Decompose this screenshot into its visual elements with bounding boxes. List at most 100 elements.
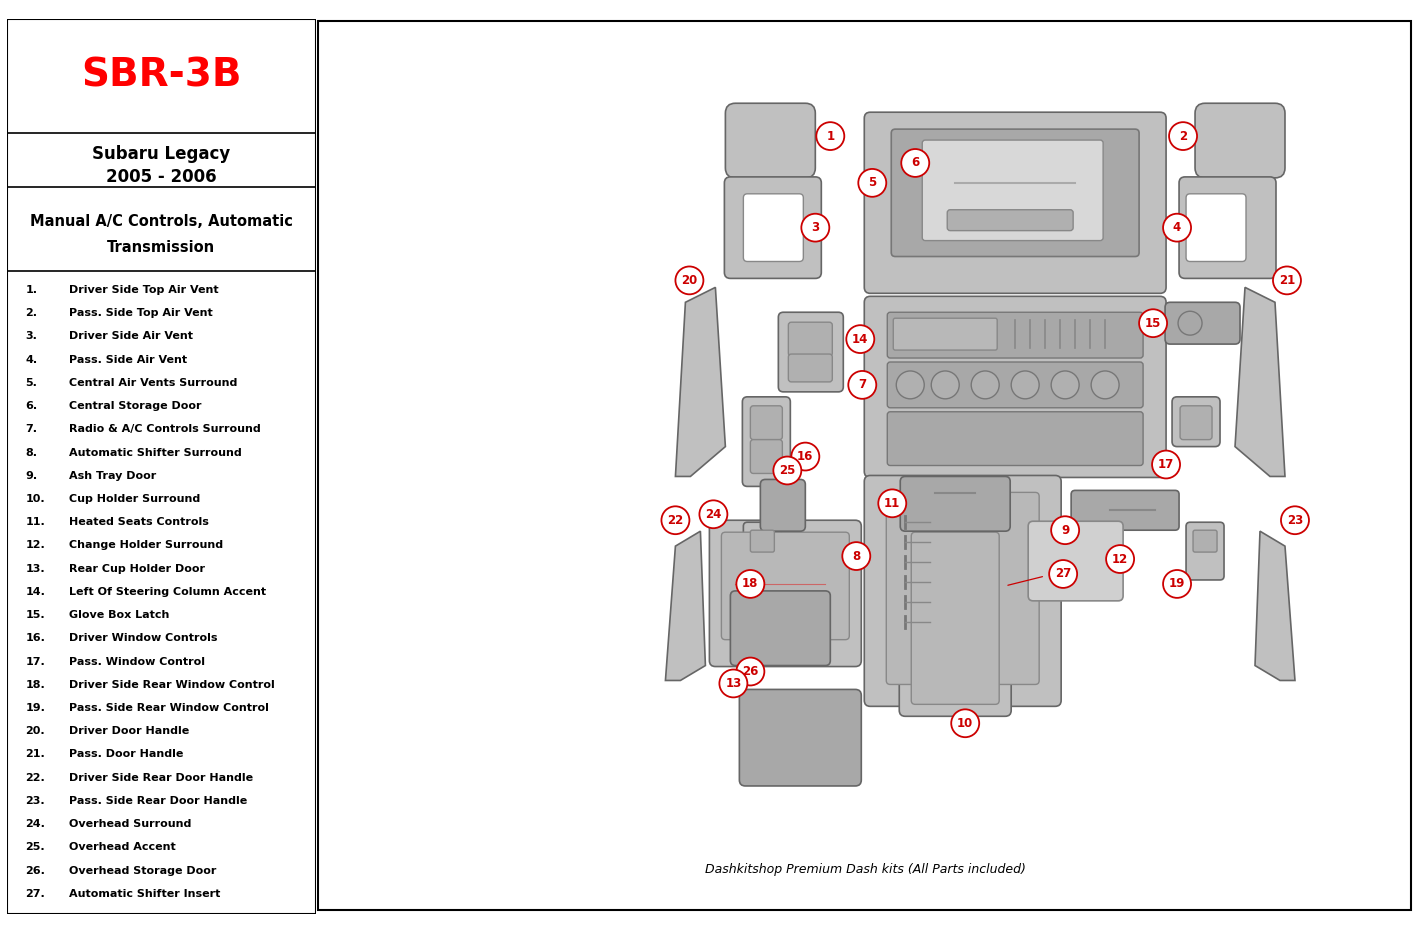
Text: Central Storage Door: Central Storage Door bbox=[68, 401, 202, 411]
Text: 19: 19 bbox=[1169, 578, 1186, 591]
Text: Driver Side Top Air Vent: Driver Side Top Air Vent bbox=[68, 285, 219, 295]
Text: Driver Side Rear Door Handle: Driver Side Rear Door Handle bbox=[68, 773, 253, 783]
Text: 20: 20 bbox=[681, 274, 698, 287]
Circle shape bbox=[902, 149, 929, 177]
FancyBboxPatch shape bbox=[887, 313, 1143, 358]
Text: Pass. Side Top Air Vent: Pass. Side Top Air Vent bbox=[68, 308, 212, 318]
Text: Change Holder Surround: Change Holder Surround bbox=[68, 540, 223, 550]
Text: 8.: 8. bbox=[26, 448, 37, 457]
Circle shape bbox=[720, 670, 748, 697]
Text: 18.: 18. bbox=[26, 680, 46, 689]
Circle shape bbox=[816, 122, 845, 150]
Circle shape bbox=[846, 326, 875, 353]
Text: 5.: 5. bbox=[26, 378, 37, 388]
Text: Pass. Side Rear Door Handle: Pass. Side Rear Door Handle bbox=[68, 796, 247, 806]
Text: 14.: 14. bbox=[26, 587, 46, 597]
FancyBboxPatch shape bbox=[731, 591, 830, 665]
FancyBboxPatch shape bbox=[788, 322, 832, 356]
Circle shape bbox=[1163, 570, 1192, 598]
Text: 24.: 24. bbox=[26, 819, 46, 829]
Text: Cup Holder Surround: Cup Holder Surround bbox=[68, 494, 201, 504]
Text: 4.: 4. bbox=[26, 355, 38, 365]
Text: 14: 14 bbox=[852, 332, 869, 345]
Text: Left Of Steering Column Accent: Left Of Steering Column Accent bbox=[68, 587, 266, 597]
FancyBboxPatch shape bbox=[1172, 397, 1220, 447]
Text: Transmission: Transmission bbox=[107, 240, 216, 255]
FancyBboxPatch shape bbox=[751, 439, 782, 473]
FancyBboxPatch shape bbox=[1179, 177, 1276, 278]
Circle shape bbox=[1281, 507, 1310, 535]
Text: 13.: 13. bbox=[26, 564, 46, 574]
Circle shape bbox=[700, 500, 728, 528]
FancyBboxPatch shape bbox=[744, 194, 803, 261]
Text: Driver Side Air Vent: Driver Side Air Vent bbox=[68, 331, 193, 341]
Circle shape bbox=[1177, 312, 1202, 335]
Text: Automatic Shifter Insert: Automatic Shifter Insert bbox=[68, 889, 220, 898]
Text: 18: 18 bbox=[742, 578, 758, 591]
Text: 27: 27 bbox=[1055, 567, 1071, 580]
FancyBboxPatch shape bbox=[724, 177, 822, 278]
Text: 10.: 10. bbox=[26, 494, 46, 504]
Text: Glove Box Latch: Glove Box Latch bbox=[68, 610, 169, 620]
Text: 19.: 19. bbox=[26, 703, 46, 713]
Circle shape bbox=[661, 507, 690, 535]
FancyBboxPatch shape bbox=[886, 493, 1039, 685]
Text: Pass. Side Air Vent: Pass. Side Air Vent bbox=[68, 355, 186, 365]
Circle shape bbox=[802, 214, 829, 242]
FancyBboxPatch shape bbox=[865, 112, 1166, 293]
Text: Heated Seats Controls: Heated Seats Controls bbox=[68, 517, 209, 527]
FancyBboxPatch shape bbox=[865, 297, 1166, 478]
FancyBboxPatch shape bbox=[751, 406, 782, 439]
FancyBboxPatch shape bbox=[744, 522, 781, 580]
Circle shape bbox=[774, 456, 802, 484]
FancyBboxPatch shape bbox=[899, 521, 1011, 717]
Text: Automatic Shifter Surround: Automatic Shifter Surround bbox=[68, 448, 242, 457]
Text: 5: 5 bbox=[869, 176, 876, 189]
FancyBboxPatch shape bbox=[1186, 194, 1246, 261]
Text: 12.: 12. bbox=[26, 540, 46, 550]
Text: 26.: 26. bbox=[26, 866, 46, 875]
Circle shape bbox=[1011, 371, 1039, 398]
Text: Pass. Side Rear Window Control: Pass. Side Rear Window Control bbox=[68, 703, 269, 713]
Circle shape bbox=[1139, 309, 1167, 337]
FancyBboxPatch shape bbox=[1186, 522, 1224, 580]
Text: 3: 3 bbox=[812, 221, 819, 234]
FancyBboxPatch shape bbox=[912, 532, 1000, 704]
Text: 17.: 17. bbox=[26, 657, 46, 666]
Text: 23: 23 bbox=[1287, 514, 1303, 527]
Circle shape bbox=[737, 658, 765, 686]
Text: 8: 8 bbox=[852, 550, 860, 563]
Text: Radio & A/C Controls Surround: Radio & A/C Controls Surround bbox=[68, 425, 260, 435]
Circle shape bbox=[1051, 371, 1079, 398]
FancyBboxPatch shape bbox=[1180, 406, 1212, 439]
Circle shape bbox=[931, 371, 960, 398]
PathPatch shape bbox=[1256, 531, 1295, 680]
Circle shape bbox=[1106, 545, 1135, 573]
FancyBboxPatch shape bbox=[725, 104, 815, 178]
FancyBboxPatch shape bbox=[1165, 302, 1240, 344]
Text: 2005 - 2006: 2005 - 2006 bbox=[107, 168, 216, 187]
Text: 2.: 2. bbox=[26, 308, 37, 318]
Text: 6.: 6. bbox=[26, 401, 38, 411]
Text: SBR-3B: SBR-3B bbox=[81, 56, 242, 94]
Text: 21.: 21. bbox=[26, 749, 46, 759]
FancyBboxPatch shape bbox=[1071, 491, 1179, 530]
Text: Subaru Legacy: Subaru Legacy bbox=[92, 145, 230, 163]
Text: 6: 6 bbox=[912, 157, 920, 170]
Text: Rear Cup Holder Door: Rear Cup Holder Door bbox=[68, 564, 205, 574]
Text: Driver Window Controls: Driver Window Controls bbox=[68, 634, 218, 644]
Text: 13: 13 bbox=[725, 677, 741, 690]
Text: Overhead Accent: Overhead Accent bbox=[68, 842, 175, 853]
FancyBboxPatch shape bbox=[892, 129, 1139, 257]
Circle shape bbox=[842, 542, 870, 570]
Text: 10: 10 bbox=[957, 717, 973, 730]
Circle shape bbox=[675, 267, 704, 294]
FancyBboxPatch shape bbox=[923, 140, 1103, 241]
Circle shape bbox=[1152, 451, 1180, 479]
FancyBboxPatch shape bbox=[788, 354, 832, 382]
FancyBboxPatch shape bbox=[1194, 104, 1285, 178]
Text: 2: 2 bbox=[1179, 130, 1187, 143]
FancyBboxPatch shape bbox=[710, 521, 862, 666]
FancyBboxPatch shape bbox=[751, 530, 775, 552]
Text: 25.: 25. bbox=[26, 842, 46, 853]
